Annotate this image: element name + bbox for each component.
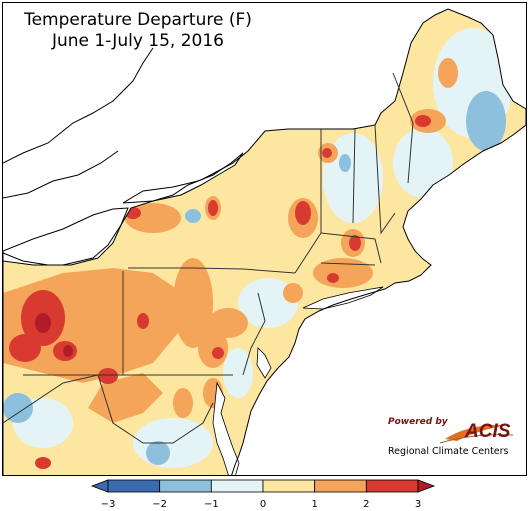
anomaly-lightblue-va [146,441,170,465]
legend-swatch [107,479,161,493]
anomaly-red-pa-central [137,313,149,329]
anomaly-pale-md [223,348,253,398]
anomaly-red-pa-east [212,347,224,359]
legend-tick-label: 2 [363,499,370,510]
anomaly-red-ma [349,235,361,251]
acis-logo: Powered by ACIS Regional Climate Centers [385,415,515,460]
legend-tick-label: −1 [203,499,219,510]
anomaly-darkred-oh [35,313,51,333]
anomaly-pale-ne [393,128,453,198]
legend-swatch [365,479,419,493]
anomaly-orange-nj [283,283,303,303]
logo-powered-by: Powered by [388,417,448,427]
anomaly-lightblue-me [466,91,506,151]
legend-tick-label: 3 [414,499,422,510]
legend-swatch [314,479,367,493]
legend-swatch [210,479,264,493]
lake-ontario [122,152,244,204]
anomaly-orange-central-pa [173,258,213,348]
title-line-1: Temperature Departure (F) [24,10,252,30]
logo-subtitle: Regional Climate Centers [388,446,509,457]
anomaly-lightblue-nh [339,154,351,172]
anomaly-red-oh-south [9,334,41,362]
map-frame [2,2,527,476]
anomaly-lightblue-wv [3,393,33,423]
color-legend [90,479,436,493]
anomaly-darkred-wv [63,345,73,357]
legend-tick-label: 0 [259,499,267,510]
legend-tick-label: −2 [152,499,168,510]
anomaly-orange-pa-south [198,328,228,368]
anomaly-orange-west-pa [88,373,163,423]
anomaly-red-ct [327,273,339,283]
anomaly-red-adk [208,200,218,216]
anomaly-orange-md [173,388,193,418]
anomaly-orange-ct [313,258,373,288]
legend-tick-label: −3 [100,499,116,510]
international-border [3,47,154,199]
anomaly-pale-nh [323,133,383,223]
chesapeake-bay [212,381,240,475]
anomaly-red-me [415,115,431,127]
anomaly-orange-me-north [438,58,458,88]
anomaly-red-vt [322,148,332,158]
anomaly-red-sw-pa [98,368,118,384]
anomaly-red-va [35,457,51,469]
temperature-departure-map [3,8,526,475]
legend-bar [90,479,436,493]
logo-acis: ACIS [465,421,511,442]
anomaly-red-albany [295,201,311,225]
legend-under-arrow [90,479,109,493]
legend-tick-label: 1 [311,499,318,510]
long-island-sound [302,286,384,310]
title-line-2: June 1-July 15, 2016 [51,31,224,51]
logo-swoosh [439,424,514,444]
map-title: Temperature Departure (F) June 1-July 15… [18,10,258,52]
legend-over-arrow [417,479,436,493]
anomaly-layer [3,28,513,469]
state-borders [3,72,414,444]
legend-swatch [262,479,316,493]
anomaly-lightblue-ny [185,209,201,223]
anomaly-pale-nj [238,278,298,328]
delaware-bay [256,347,272,379]
legend-swatch [159,479,212,493]
